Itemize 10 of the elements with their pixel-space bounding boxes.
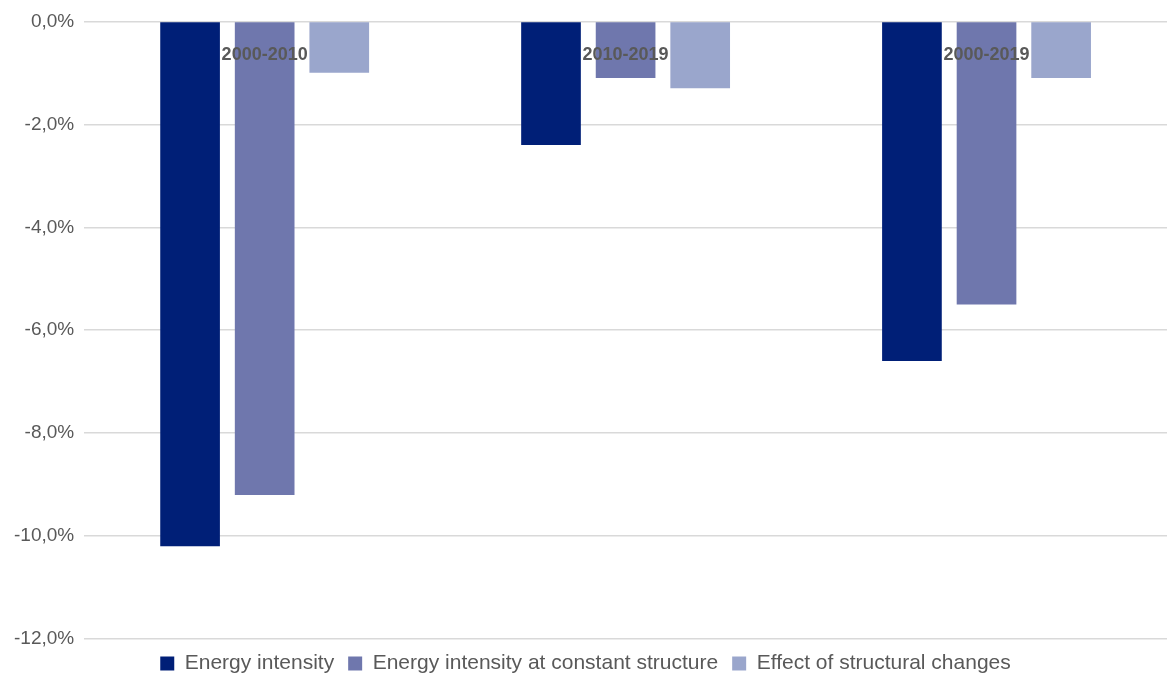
y-tick-label: -10,0% xyxy=(14,524,75,546)
y-tick-label: 0,0% xyxy=(30,9,75,31)
y-tick-label: -6,0% xyxy=(24,318,75,340)
y-tick-label: -4,0% xyxy=(24,215,75,237)
y-tick-label: -2,0% xyxy=(24,112,75,134)
y-tick-label: -12,0% xyxy=(14,627,75,649)
legend-label: Energy intensity xyxy=(184,650,335,674)
legend-label: Effect of structural changes xyxy=(756,650,1011,674)
y-tick-label: -8,0% xyxy=(24,421,75,443)
legend-label: Energy intensity at constant structure xyxy=(372,650,719,674)
